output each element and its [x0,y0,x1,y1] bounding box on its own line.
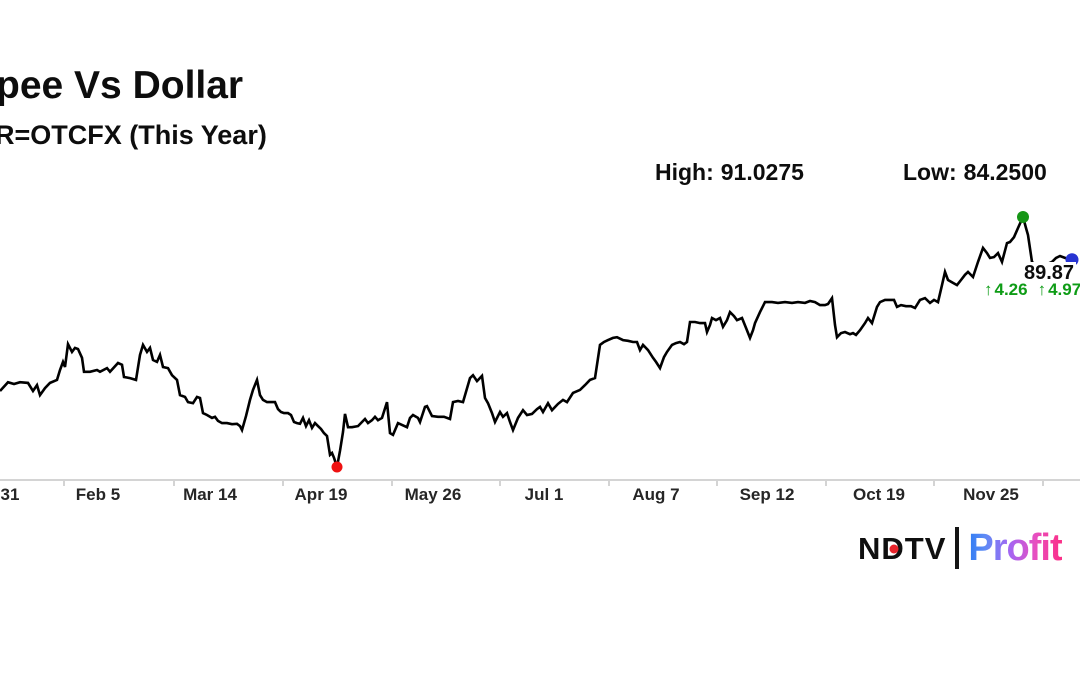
x-axis-label: Feb 5 [75,485,121,504]
x-axis-label: Jul 1 [524,485,564,504]
price-line [0,213,1073,468]
x-axis-label: Aug 7 [632,485,680,504]
x-axis-label: Nov 25 [963,485,1019,504]
ndtv-letter-n: N [858,530,882,566]
low-marker [331,461,343,473]
x-axis-tick [1042,481,1044,486]
logo-divider [955,527,960,569]
high-marker [1017,211,1029,223]
ndtv-letters-tv: TV [904,530,947,566]
x-axis-tick [391,481,393,486]
x-axis-label: 31 [0,485,20,504]
low-stat: Low: 84.2500 [903,159,1047,186]
x-axis-tick [608,481,610,486]
x-axis-label: Apr 19 [294,485,348,504]
x-axis-tick [499,481,501,486]
up-arrow-icon: ↑ [1037,280,1047,299]
up-arrow-icon: ↑ [984,280,993,299]
x-axis-tick [173,481,175,486]
last-price-label: 89.87 [1022,262,1077,285]
x-axis-label: Oct 19 [853,485,905,504]
profit-wordmark: Profit [968,527,1062,569]
low-label: Low: [903,159,957,185]
low-value: 84.2500 [963,159,1047,185]
marker-group [331,211,1079,473]
x-axis-tick [63,481,65,486]
ndtv-profit-logo: NDTV Profit [858,527,1063,569]
x-axis-line [0,479,1080,481]
x-axis-label: Mar 14 [183,485,237,504]
high-label: High: [655,159,714,185]
chart-subtitle: R=OTCFX (This Year) [0,120,267,150]
x-axis-tick [282,481,284,486]
x-axis-tick [825,481,827,486]
high-value: 91.0275 [720,159,804,185]
page-title: pee Vs Dollar [0,64,244,107]
ndtv-red-dot-icon [889,544,899,554]
ndtv-wordmark: NDTV [858,533,946,564]
x-axis-label: May 26 [404,485,462,504]
high-stat: High: 91.0275 [655,159,804,186]
change-absolute: 4.26 [994,280,1028,299]
change-annotation: ↑ 4.26 ↑ 4.97 [984,280,1080,300]
x-axis-tick [933,481,935,486]
x-axis-tick [716,481,718,486]
change-percent: 4.97 [1048,280,1080,299]
x-axis-label: Sep 12 [739,485,795,504]
